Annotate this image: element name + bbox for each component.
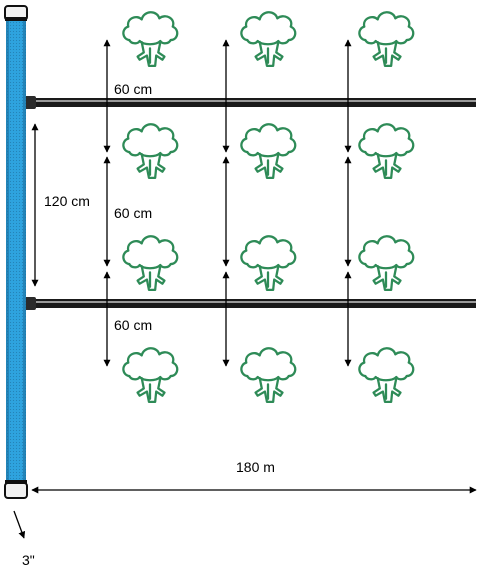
broccoli-icon xyxy=(358,235,415,292)
plant-grid xyxy=(122,11,415,404)
lateral-line xyxy=(24,297,476,310)
broccoli-icon xyxy=(358,347,415,404)
broccoli-icon xyxy=(122,11,179,68)
row-spacing-label-middle: 60 cm xyxy=(114,205,152,221)
main-pipe xyxy=(4,5,28,499)
broccoli-icon xyxy=(240,235,297,292)
broccoli-icon xyxy=(240,347,297,404)
main-pipe-size-label: 3" xyxy=(22,552,35,568)
lateral-line xyxy=(24,96,476,109)
broccoli-icon xyxy=(122,235,179,292)
row-spacing-label-bottom: 60 cm xyxy=(114,317,152,333)
broccoli-icon xyxy=(240,11,297,68)
broccoli-icon xyxy=(240,123,297,180)
pipe-end-cap-bottom xyxy=(4,482,28,499)
broccoli-icon xyxy=(358,11,415,68)
broccoli-icon xyxy=(122,347,179,404)
pipe-size-arrow xyxy=(13,510,26,539)
row-spacing-label-top: 60 cm xyxy=(114,81,152,97)
broccoli-icon xyxy=(358,123,415,180)
lateral-spacing-label: 120 cm xyxy=(44,193,90,209)
lateral-length-label: 180 m xyxy=(236,459,275,475)
broccoli-icon xyxy=(122,123,179,180)
plant-spacing-arrows xyxy=(103,39,352,367)
